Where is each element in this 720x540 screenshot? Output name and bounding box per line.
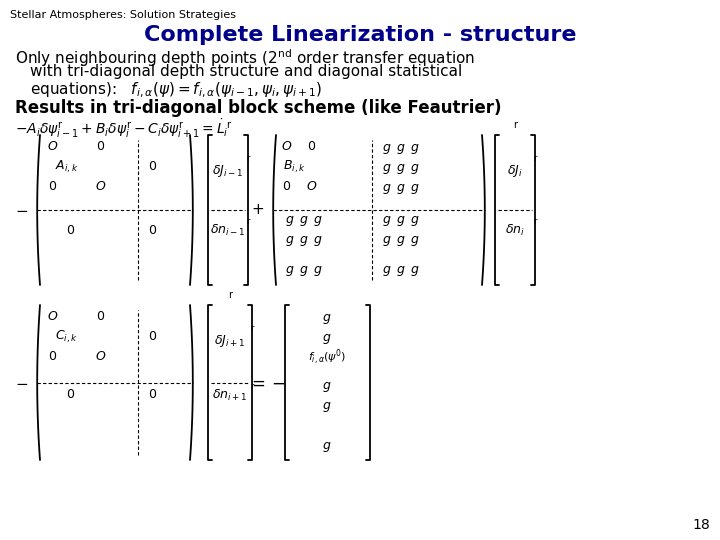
Text: 0: 0 [66,224,74,237]
Text: g: g [382,180,390,193]
Text: O: O [95,180,105,193]
Text: g: g [300,264,308,276]
Text: r: r [228,290,232,300]
Text: g: g [323,399,331,411]
Text: $\delta n_{i-1}$: $\delta n_{i-1}$ [210,222,246,238]
Text: $\delta J_{i+1}$: $\delta J_{i+1}$ [215,333,246,349]
Text: g: g [382,264,390,276]
Text: g: g [397,213,404,226]
Text: g: g [314,213,322,226]
Text: 0: 0 [282,180,290,193]
Text: g: g [300,213,308,226]
Text: r: r [246,154,250,163]
Text: g: g [323,310,331,323]
Text: g: g [286,213,294,226]
Text: $\delta n_{i+1}$: $\delta n_{i+1}$ [212,388,248,402]
Text: $+$: $+$ [251,202,264,218]
Text: g: g [300,233,308,246]
Text: g: g [410,160,418,173]
Text: 0: 0 [96,140,104,153]
Text: 0: 0 [148,330,156,343]
Text: g: g [382,213,390,226]
Text: O: O [281,140,291,153]
Text: g: g [323,438,331,451]
Text: 0: 0 [96,310,104,323]
Text: $C_{i,k}$: $C_{i,k}$ [55,329,78,345]
Text: 0: 0 [148,388,156,402]
Text: $f_{i,\alpha}(\psi^0)$: $f_{i,\alpha}(\psi^0)$ [308,347,346,367]
Text: r: r [533,217,536,226]
Text: 18: 18 [692,518,710,532]
Text: g: g [397,160,404,173]
Text: 0: 0 [48,180,56,193]
Text: Results in tri-diagonal block scheme (like Feautrier): Results in tri-diagonal block scheme (li… [15,99,502,117]
Text: g: g [323,379,331,392]
Text: with tri-diagonal depth structure and diagonal statistical: with tri-diagonal depth structure and di… [30,64,462,79]
Text: equations):   $f_{i,\alpha}(\psi) = f_{i,\alpha}(\psi_{i-1},\psi_i,\psi_{i+1})$: equations): $f_{i,\alpha}(\psi) = f_{i,\… [30,81,323,100]
Text: g: g [410,264,418,276]
Text: r: r [250,382,253,391]
Text: g: g [397,180,404,193]
Text: 0: 0 [148,160,156,173]
Text: $\delta J_i$: $\delta J_i$ [507,163,523,179]
Text: g: g [410,213,418,226]
Text: Stellar Atmospheres: Solution Strategies: Stellar Atmospheres: Solution Strategies [10,10,236,20]
Text: $-$: $-$ [15,202,29,218]
Text: g: g [323,330,331,343]
Text: Only neighbouring depth points (2$^{\rm nd}$ order transfer equation: Only neighbouring depth points (2$^{\rm … [15,47,475,69]
Text: g: g [314,264,322,276]
Text: 0: 0 [307,140,315,153]
Text: r: r [513,120,517,130]
Text: r: r [250,324,253,333]
Text: Complete Linearization - structure: Complete Linearization - structure [144,25,576,45]
Text: g: g [397,233,404,246]
Text: 0: 0 [66,388,74,402]
Text: g: g [397,264,404,276]
Text: g: g [286,264,294,276]
Text: $B_{i,k}$: $B_{i,k}$ [282,159,305,175]
Text: 0: 0 [148,224,156,237]
Text: r: r [533,154,536,163]
Text: O: O [95,350,105,363]
Text: $= -$: $= -$ [248,374,286,391]
Text: $-$: $-$ [15,375,29,390]
Text: $A_{i,k}$: $A_{i,k}$ [55,159,78,175]
Text: r: r [226,120,230,130]
Text: g: g [410,140,418,153]
Text: g: g [410,180,418,193]
Text: g: g [382,233,390,246]
Text: g: g [397,140,404,153]
Text: $\delta J_{i-1}$: $\delta J_{i-1}$ [212,163,243,179]
Text: O: O [47,310,57,323]
Text: $\delta n_i$: $\delta n_i$ [505,222,525,238]
Text: O: O [306,180,316,193]
Text: g: g [314,233,322,246]
Text: g: g [382,140,390,153]
Text: O: O [47,140,57,153]
Text: r: r [246,217,250,226]
Text: 0: 0 [48,350,56,363]
Text: g: g [382,160,390,173]
Text: g: g [410,233,418,246]
Text: g: g [286,233,294,246]
Text: $-A_i\delta\psi^{\rm r}_{i-1} + B_i\delta\psi^{\rm r}_i - C_i\delta\psi^{\rm r}_: $-A_i\delta\psi^{\rm r}_{i-1} + B_i\delt… [15,117,229,140]
